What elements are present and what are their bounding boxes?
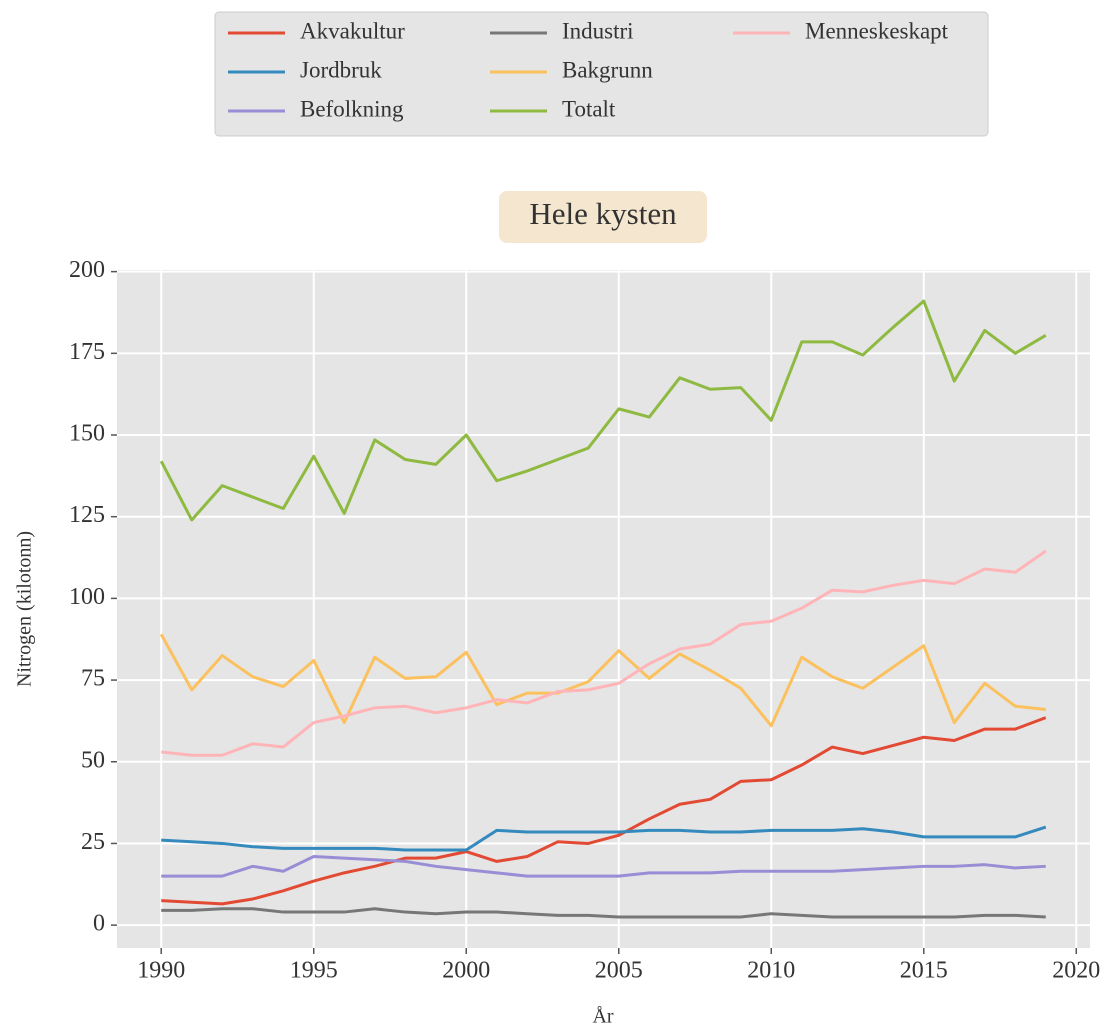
legend-label: Befolkning <box>300 96 404 121</box>
x-tick-label: 1990 <box>137 958 185 984</box>
y-tick-label: 200 <box>69 257 105 283</box>
y-tick-label: 25 <box>81 829 105 855</box>
y-tick-label: 0 <box>93 911 105 937</box>
series-line <box>161 907 1046 919</box>
legend-label: Bakgrunn <box>562 57 653 82</box>
series-line <box>159 633 1046 728</box>
y-axis-label: Nitrogen (kilotonn) <box>14 531 36 687</box>
series-line <box>161 855 1046 878</box>
series-line <box>161 716 1047 906</box>
legend-box <box>214 11 989 137</box>
lines <box>159 299 1047 919</box>
y-tick-label: 125 <box>69 502 105 528</box>
legend-label: Industri <box>562 18 634 43</box>
grid: 0 25 50 75 100 125 150 175 200 1990 1995 2000 2005 20… <box>69 257 1100 983</box>
x-tick-label: 2005 <box>595 958 643 984</box>
y-tick-label: 50 <box>81 747 105 773</box>
y-tick-label: 175 <box>69 339 105 365</box>
x-tick-label: 2000 <box>442 958 490 984</box>
x-tick-label: 2015 <box>900 958 948 984</box>
series-line <box>161 825 1047 852</box>
legend: Akvakultur Jordbruk Befolkning Industri Bakg… <box>214 11 989 137</box>
x-tick-label: 2020 <box>1052 958 1100 984</box>
y-tick-label: 100 <box>69 584 105 610</box>
y-tick-label: 150 <box>69 421 105 447</box>
x-tick-label: 2010 <box>747 958 795 984</box>
plot-area <box>117 270 1090 948</box>
x-tick-label: 1995 <box>290 958 338 984</box>
legend-label: Totalt <box>562 96 616 121</box>
series-line <box>161 549 1047 757</box>
chart-title: Hele kysten <box>529 196 677 231</box>
legend-label: Jordbruk <box>300 57 382 82</box>
legend-label: Akvakultur <box>300 18 405 43</box>
y-tick-label: 75 <box>81 666 105 692</box>
legend-label: Menneskeskapt <box>805 18 949 43</box>
title-box <box>499 191 707 243</box>
series-line <box>159 299 1047 522</box>
x-axis-label: År <box>592 1006 613 1028</box>
